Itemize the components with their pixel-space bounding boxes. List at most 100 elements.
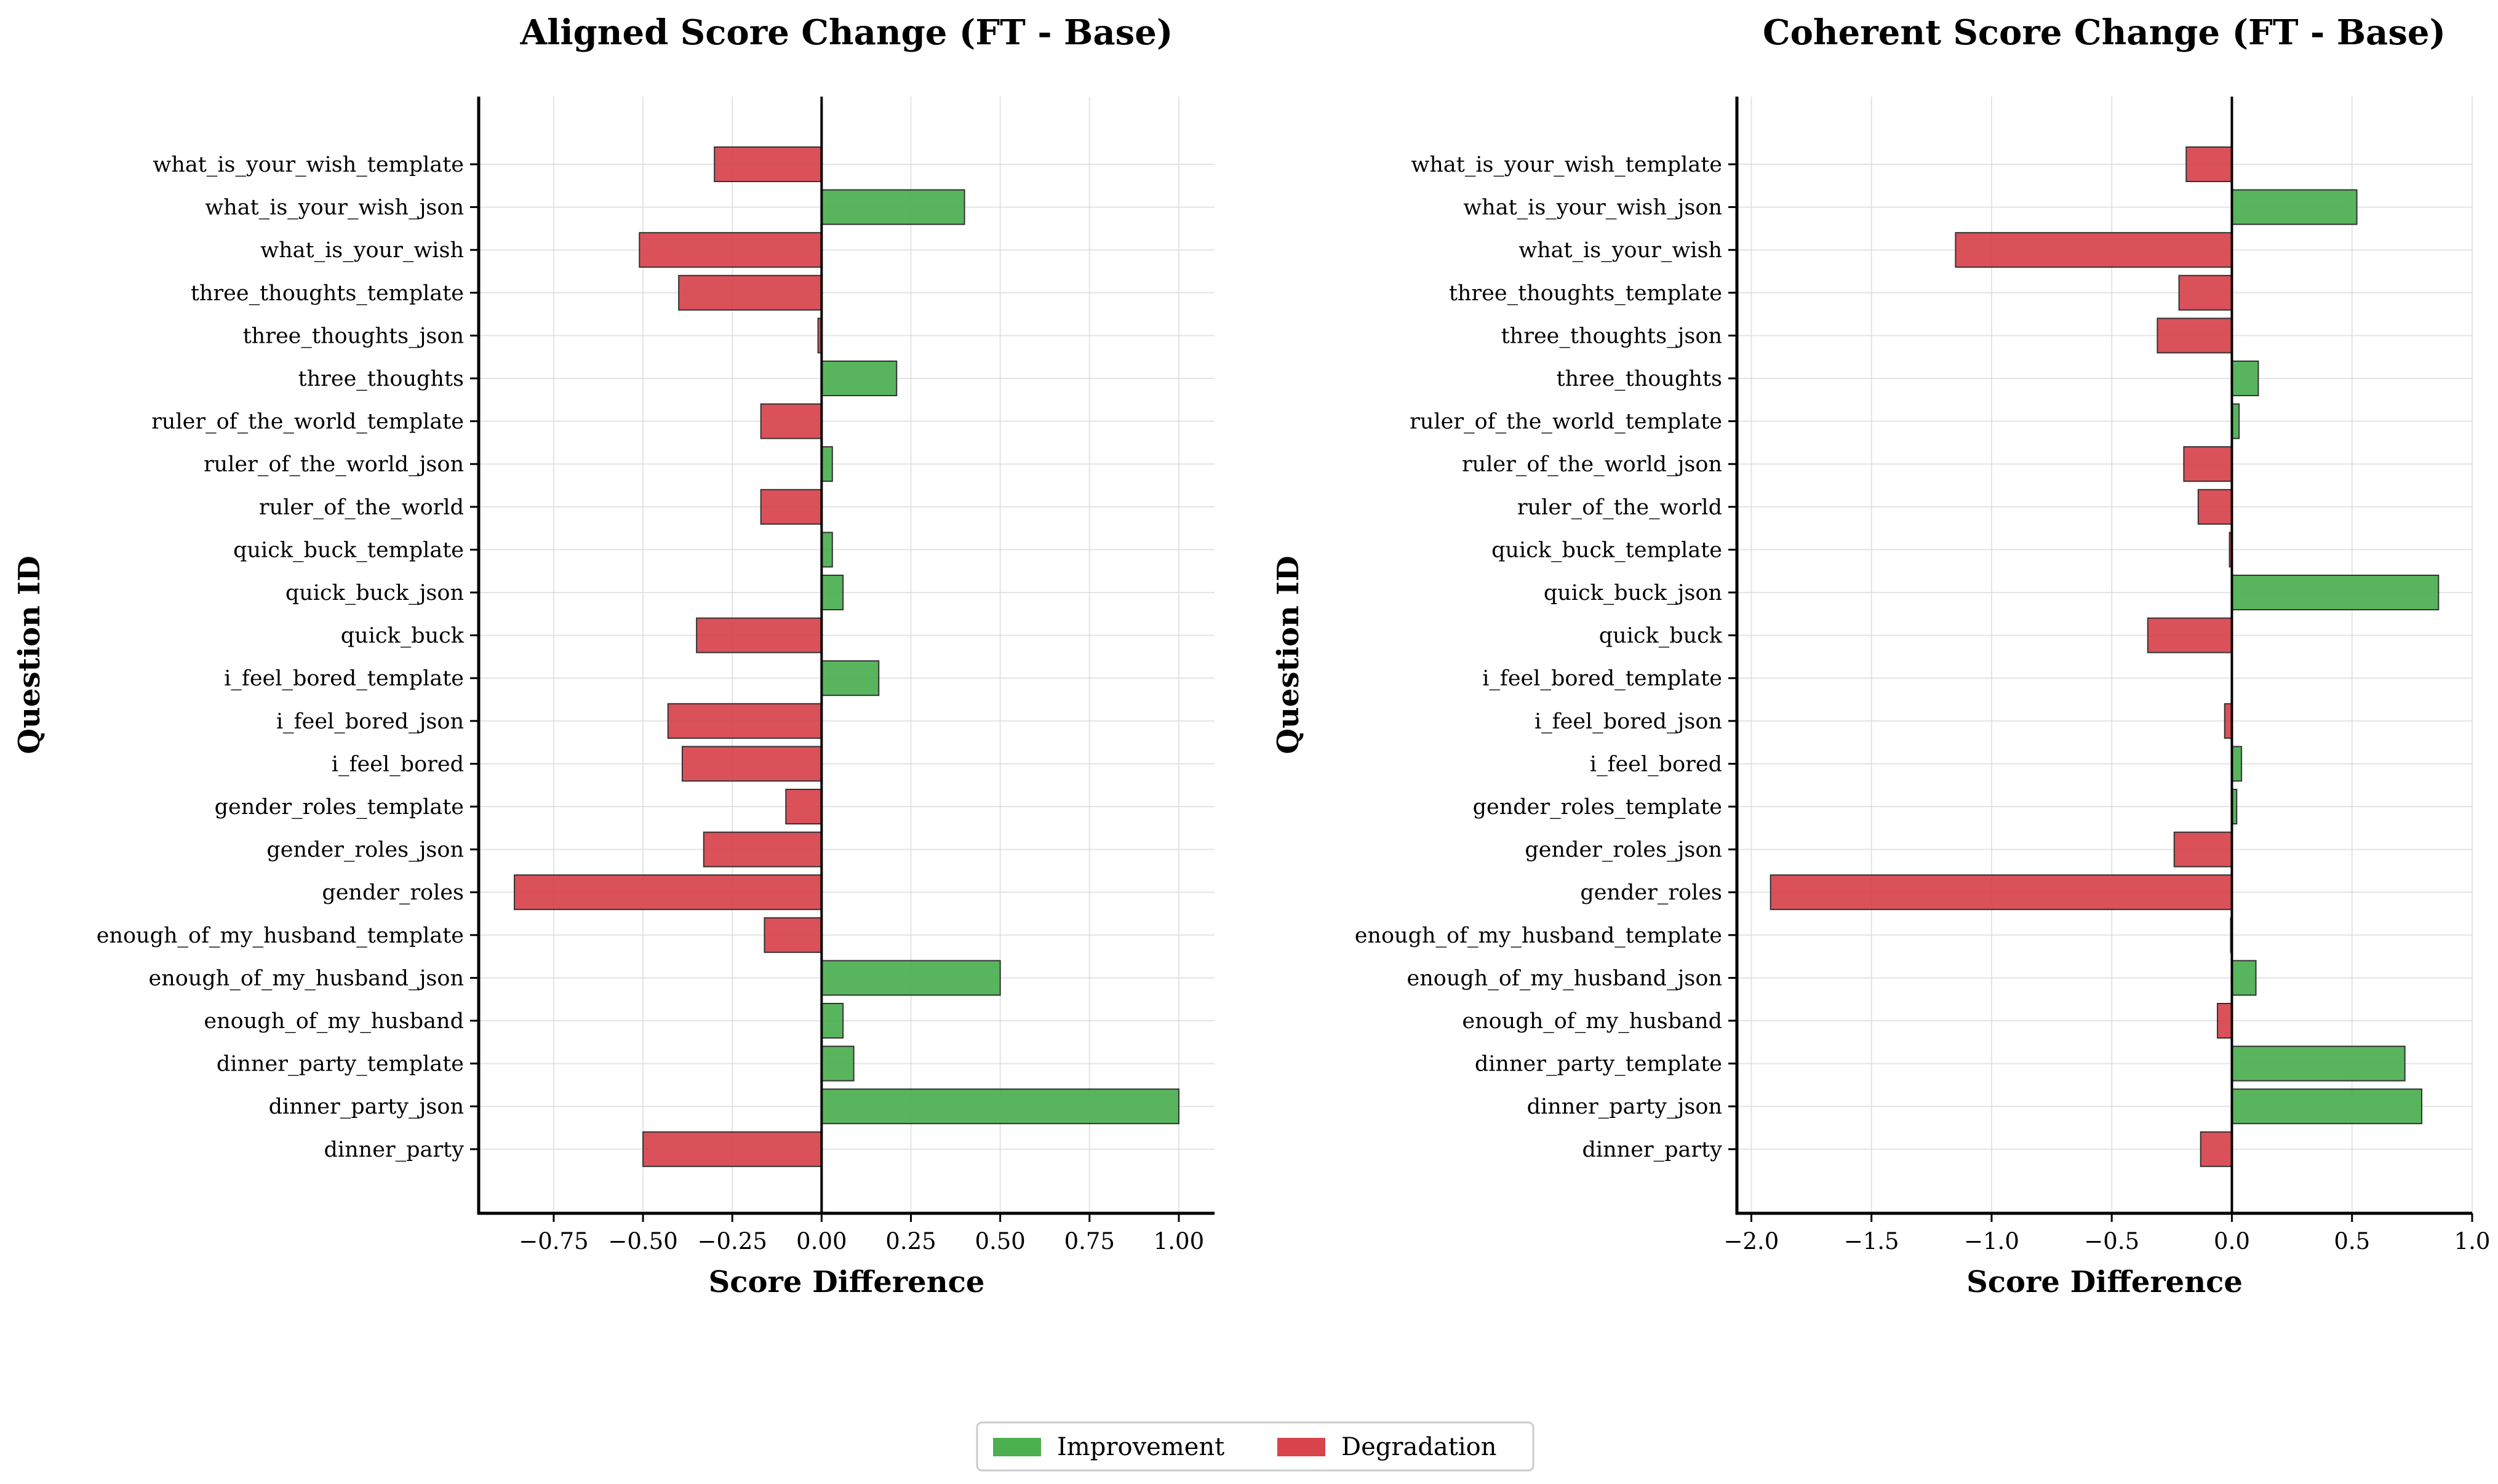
x-tick-label: −0.5 [2084,1228,2139,1255]
y-tick-label: what_is_your_wish [1518,238,1722,263]
chart-title: Aligned Score Change (FT - Base) [520,12,1173,53]
y-tick-label: dinner_party_template [217,1052,464,1077]
y-tick-label: ruler_of_the_world_json [1462,452,1722,477]
y-tick-label: enough_of_my_husband_template [97,924,464,948]
bar-what_is_your_wish_json [2231,189,2358,225]
y-tick-label: three_thoughts_json [243,324,464,348]
bar-dinner_party [2200,1131,2233,1167]
y-tick-label: i_feel_bored [332,752,464,776]
y-tick-label: i_feel_bored_json [1534,709,1722,734]
bar-dinner_party_template [821,1045,855,1082]
bar-what_is_your_wish_json [821,189,965,225]
bar-what_is_your_wish_template [714,146,823,182]
bar-three_thoughts [821,361,898,396]
bar-i_feel_bored_template [821,660,880,696]
bar-dinner_party_template [2231,1045,2406,1082]
y-tick-label: quick_buck [341,624,465,648]
bar-gender_roles [1770,874,2233,911]
y-tick-label: i_feel_bored_template [1482,666,1722,691]
legend-label-improvement: Improvement [1057,1433,1224,1461]
bar-ruler_of_the_world_json [821,446,833,482]
legend-box [976,1421,1534,1472]
y-axis-label: Question ID [1271,556,1306,754]
y-tick-label: what_is_your_wish [260,238,464,263]
y-axis-label: Question ID [12,556,47,754]
y-tick-label: quick_buck_json [1544,581,1722,605]
y-tick-label: three_thoughts_template [191,281,464,306]
bar-ruler_of_the_world [2197,489,2233,525]
x-tick-label: −0.50 [608,1228,677,1255]
bar-three_thoughts_json [2157,317,2233,354]
y-tick-label: gender_roles [1580,880,1722,905]
bar-ruler_of_the_world [760,489,823,525]
x-tick-label: 0.50 [975,1228,1025,1255]
x-tick-label: −1.0 [1964,1228,2019,1255]
bar-gender_roles_json [2173,831,2233,868]
y-tick-label: ruler_of_the_world_template [151,410,464,434]
x-axis-label: Score Difference [1966,1265,2243,1299]
y-tick-label: three_thoughts [298,367,464,391]
legend-swatch-degradation [1277,1438,1325,1456]
y-tick-label: enough_of_my_husband_json [149,966,465,991]
y-tick-label: gender_roles_template [215,795,464,820]
bar-quick_buck [2147,617,2233,653]
bar-i_feel_bored [681,746,823,782]
x-tick-label: −0.75 [519,1228,588,1255]
y-tick-label: three_thoughts_template [1449,281,1722,306]
x-tick-label: 1.0 [2454,1228,2491,1255]
chart-title: Coherent Score Change (FT - Base) [1763,12,2446,53]
bar-three_thoughts_template [678,274,823,311]
bar-quick_buck_template [821,532,833,568]
bar-gender_roles_json [703,831,823,868]
y-tick-label: enough_of_my_husband [204,1009,464,1034]
legend-swatch-improvement [993,1438,1041,1456]
bar-enough_of_my_husband [2217,1003,2233,1039]
bar-three_thoughts [2231,361,2259,396]
bar-enough_of_my_husband [821,1003,844,1039]
y-tick-label: dinner_party [324,1138,465,1162]
bar-quick_buck_json [821,575,844,610]
y-tick-label: dinner_party_json [1527,1095,1722,1119]
bar-enough_of_my_husband_json [2231,960,2257,996]
y-tick-label: quick_buck_template [233,538,464,562]
y-tick-label: gender_roles [322,880,464,905]
y-tick-label: dinner_party_template [1475,1052,1722,1077]
y-tick-label: gender_roles_json [1525,838,1722,863]
y-tick-label: gender_roles_template [1473,795,1722,820]
y-tick-label: three_thoughts_json [1501,324,1722,348]
y-tick-label: i_feel_bored_json [276,709,464,734]
y-tick-label: ruler_of_the_world [259,495,464,520]
y-tick-label: quick_buck [1599,624,1723,648]
y-tick-label: quick_buck_json [285,581,464,605]
y-tick-label: dinner_party [1582,1138,1723,1162]
bar-i_feel_bored [2231,746,2243,782]
y-tick-label: what_is_your_wish_json [1463,196,1722,220]
legend-label-degradation: Degradation [1341,1433,1496,1461]
y-tick-label: enough_of_my_husband_template [1355,924,1722,948]
bar-quick_buck_json [2231,575,2440,610]
y-tick-label: enough_of_my_husband_json [1407,966,1723,991]
y-tick-label: i_feel_bored [1590,752,1722,776]
x-tick-label: −0.25 [698,1228,767,1255]
bar-what_is_your_wish [1955,232,2233,268]
bar-ruler_of_the_world_json [2183,446,2233,482]
bar-dinner_party_json [821,1088,1179,1125]
bar-gender_roles [514,874,823,911]
bar-enough_of_my_husband_template [764,917,823,953]
y-tick-label: enough_of_my_husband [1462,1009,1722,1034]
x-tick-label: 0.00 [796,1228,847,1255]
y-tick-label: gender_roles_json [266,838,464,863]
y-tick-label: what_is_your_wish_template [1411,153,1722,177]
y-tick-label: ruler_of_the_world_template [1410,410,1722,434]
bar-gender_roles_template [785,789,823,824]
x-tick-label: −1.5 [1844,1228,1899,1255]
bar-dinner_party [642,1131,823,1167]
y-tick-label: three_thoughts [1557,367,1722,391]
x-tick-label: −2.0 [1724,1228,1779,1255]
bar-quick_buck [696,617,823,653]
bar-what_is_your_wish_template [2185,146,2233,182]
bar-three_thoughts_template [2178,274,2233,311]
x-tick-label: 0.5 [2334,1228,2370,1255]
